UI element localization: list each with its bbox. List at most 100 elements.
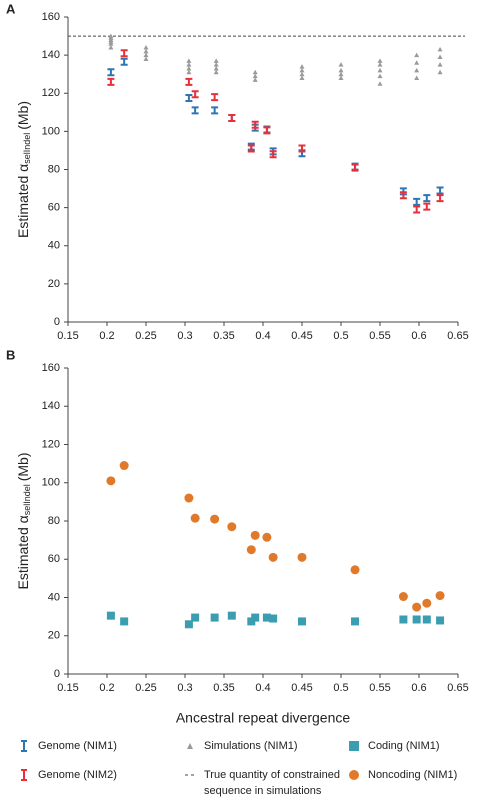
- circle-point: [398, 592, 408, 602]
- legend-item: Coding (NIM1): [348, 740, 440, 752]
- triangle-point: [414, 52, 420, 58]
- x-tick-label: 0.2: [99, 682, 114, 694]
- error-bar-point: [247, 144, 255, 153]
- x-tick-label: 0.55: [369, 330, 390, 342]
- y-tick-label: 40: [48, 240, 60, 252]
- error-bar-point: [107, 68, 115, 77]
- x-tick-label: 0.6: [411, 330, 426, 342]
- legend-label: True quantity of constrained sequence in…: [204, 769, 340, 797]
- triangle-point: [377, 62, 383, 67]
- triangle-point: [437, 69, 443, 75]
- error-bar-point: [211, 93, 219, 102]
- y-tick-label: 40: [48, 591, 60, 603]
- x-tick-label: 0.65: [447, 330, 468, 342]
- legend-icon: [21, 740, 27, 752]
- circle-point: [190, 513, 200, 523]
- legend-item: Genome (NIM2): [18, 769, 117, 781]
- square-point: [351, 617, 360, 626]
- y-tick-label: 100: [42, 125, 60, 137]
- square-point: [120, 617, 129, 626]
- x-tick-label: 0.3: [177, 330, 192, 342]
- legend-icon: [187, 743, 193, 749]
- y-tick-label: 140: [42, 49, 60, 61]
- triangle-point: [377, 73, 383, 79]
- error-bar-point: [185, 77, 193, 86]
- circle-point: [250, 530, 260, 540]
- error-bar-point: [191, 90, 199, 99]
- triangle-point: [437, 54, 443, 60]
- triangle-point: [143, 52, 149, 58]
- square-point: [262, 613, 271, 622]
- circle-point: [268, 552, 278, 562]
- y-axis-title-unit: (Mb): [15, 452, 31, 481]
- x-tick-label: 0.5: [333, 682, 348, 694]
- y-tick-label: 0: [54, 316, 60, 328]
- y-tick-label: 20: [48, 278, 60, 290]
- circle-point: [297, 552, 307, 562]
- error-bar-point: [351, 163, 359, 172]
- y-axis-title: Estimated αselIndel (Mb): [15, 101, 33, 238]
- y-tick-label: 140: [42, 400, 60, 412]
- x-tick-label: 0.65: [447, 682, 468, 694]
- y-tick-label: 160: [42, 362, 60, 374]
- circle-point: [106, 476, 116, 486]
- circle-point: [350, 565, 360, 575]
- triangle-point: [299, 75, 305, 80]
- legend-label: Noncoding (NIM1): [368, 769, 458, 781]
- y-axis-title-main: Estimated α: [15, 164, 31, 238]
- square-point: [269, 614, 278, 623]
- y-tick-label: 80: [48, 515, 60, 527]
- y-tick-label: 120: [42, 87, 60, 99]
- x-axis-title: Ancestral repeat divergence: [176, 710, 351, 726]
- x-tick-label: 0.4: [255, 330, 270, 342]
- legend-item: Noncoding (NIM1): [348, 769, 457, 781]
- triangle-point: [252, 69, 258, 75]
- error-bar-point: [436, 186, 444, 195]
- legend-item: Genome (NIM1): [18, 740, 117, 752]
- triangle-point: [299, 67, 305, 73]
- square-point: [412, 615, 421, 624]
- legend-label: Genome (NIM1): [38, 740, 117, 752]
- x-tick-label: 0.25: [135, 682, 156, 694]
- y-axis-title-main: Estimated α: [15, 515, 31, 589]
- legend-item: Simulations (NIM1): [184, 740, 298, 752]
- legend-label: Simulations (NIM1): [204, 740, 298, 752]
- triangle-point: [252, 77, 258, 82]
- x-tick-label: 0.4: [255, 682, 270, 694]
- y-tick-label: 100: [42, 477, 60, 489]
- y-tick-label: 0: [54, 668, 60, 680]
- panel-label: A: [6, 1, 16, 16]
- square-point: [106, 611, 115, 620]
- error-bar-point: [107, 77, 115, 86]
- triangle-point: [186, 58, 192, 63]
- x-tick-label: 0.15: [57, 682, 78, 694]
- panel-label: B: [6, 347, 15, 362]
- error-bar-point: [423, 202, 431, 211]
- triangle-point: [338, 75, 344, 80]
- legend-label: Genome (NIM2): [38, 769, 117, 781]
- circle-point: [435, 591, 445, 601]
- error-bar-point: [228, 114, 236, 123]
- triangle-point: [437, 62, 443, 67]
- circle-point: [119, 461, 129, 471]
- x-tick-label: 0.45: [291, 682, 312, 694]
- triangle-point: [213, 65, 219, 71]
- triangle-point: [143, 48, 149, 54]
- legend-icon: [349, 770, 359, 780]
- triangle-point: [213, 69, 219, 75]
- triangle-point: [252, 73, 258, 79]
- circle-point: [422, 598, 432, 608]
- x-tick-label: 0.25: [135, 330, 156, 342]
- y-tick-label: 60: [48, 553, 60, 565]
- circle-point: [227, 522, 237, 532]
- triangle-point: [338, 67, 344, 73]
- triangle-point: [143, 56, 149, 61]
- chart: A B Ancestral repeat divergence 0 20 40 60 8…: [6, 1, 469, 726]
- triangle-point: [186, 69, 192, 75]
- error-bar-point: [298, 144, 306, 153]
- square-point: [298, 617, 306, 626]
- x-tick-label: 0.15: [57, 330, 78, 342]
- legend-icon: [185, 774, 194, 776]
- x-tick-label: 0.35: [213, 682, 234, 694]
